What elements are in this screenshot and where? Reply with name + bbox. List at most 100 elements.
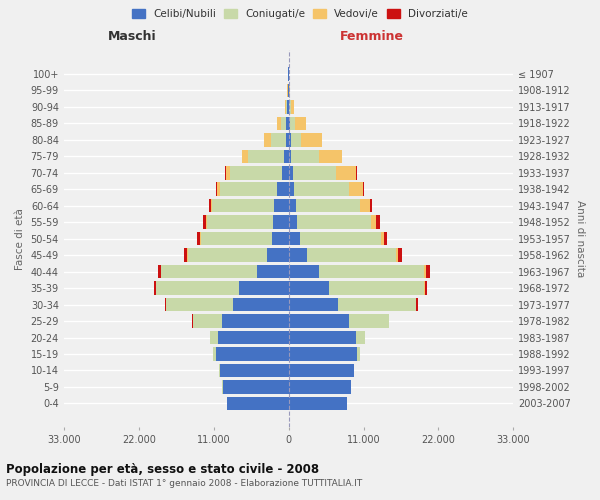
Bar xyxy=(273,216,289,229)
Bar xyxy=(271,133,286,146)
Bar xyxy=(210,331,218,344)
Bar xyxy=(277,116,281,130)
Bar xyxy=(376,216,380,229)
Text: Femmine: Femmine xyxy=(340,30,404,43)
Y-axis label: Anni di nascita: Anni di nascita xyxy=(575,200,585,278)
Bar xyxy=(274,199,289,212)
Bar xyxy=(349,314,389,328)
Bar xyxy=(158,265,161,278)
Bar xyxy=(338,298,416,312)
Bar xyxy=(296,199,360,212)
Bar xyxy=(257,265,289,278)
Bar xyxy=(242,150,248,163)
Bar xyxy=(289,182,295,196)
Bar xyxy=(371,216,376,229)
Bar xyxy=(349,182,363,196)
Bar xyxy=(289,396,347,410)
Bar xyxy=(289,380,351,394)
Bar xyxy=(200,232,201,245)
Bar xyxy=(289,364,354,378)
Bar xyxy=(289,232,300,245)
Bar xyxy=(416,298,418,312)
Bar xyxy=(289,314,349,328)
Bar xyxy=(156,282,239,295)
Bar xyxy=(197,232,200,245)
Bar xyxy=(215,348,289,361)
Bar xyxy=(360,199,370,212)
Legend: Celibi/Nubili, Coniugati/e, Vedovi/e, Divorziati/e: Celibi/Nubili, Coniugati/e, Vedovi/e, Di… xyxy=(128,5,472,24)
Bar xyxy=(212,199,274,212)
Bar xyxy=(286,100,287,114)
Bar xyxy=(289,166,293,179)
Bar xyxy=(358,348,361,361)
Bar xyxy=(289,265,319,278)
Bar xyxy=(289,100,290,114)
Text: Maschi: Maschi xyxy=(107,30,157,43)
Bar xyxy=(207,216,273,229)
Bar xyxy=(290,116,295,130)
Bar xyxy=(301,133,322,146)
Bar xyxy=(425,282,427,295)
Bar xyxy=(277,182,289,196)
Bar xyxy=(289,116,290,130)
Bar xyxy=(298,216,371,229)
Text: Popolazione per età, sesso e stato civile - 2008: Popolazione per età, sesso e stato civil… xyxy=(6,462,319,475)
Bar xyxy=(370,199,372,212)
Bar xyxy=(290,133,301,146)
Bar xyxy=(289,298,338,312)
Bar xyxy=(281,116,286,130)
Y-axis label: Fasce di età: Fasce di età xyxy=(15,208,25,270)
Bar xyxy=(289,133,290,146)
Bar xyxy=(188,248,268,262)
Bar xyxy=(222,314,289,328)
Bar xyxy=(268,248,289,262)
Bar xyxy=(289,331,356,344)
Bar xyxy=(264,133,271,146)
Bar xyxy=(216,182,217,196)
Bar xyxy=(356,331,365,344)
Bar xyxy=(380,232,384,245)
Bar xyxy=(319,265,424,278)
Bar xyxy=(166,298,233,312)
Bar xyxy=(356,166,357,179)
Bar xyxy=(290,100,294,114)
Bar xyxy=(225,166,226,179)
Bar xyxy=(300,232,380,245)
Bar xyxy=(286,133,289,146)
Bar xyxy=(154,282,155,295)
Bar xyxy=(424,282,425,295)
Bar xyxy=(319,150,342,163)
Bar xyxy=(337,166,356,179)
Bar xyxy=(395,248,398,262)
Bar xyxy=(287,100,289,114)
Bar xyxy=(272,232,289,245)
Bar xyxy=(206,216,207,229)
Bar xyxy=(295,182,349,196)
Bar xyxy=(203,216,206,229)
Bar xyxy=(217,182,220,196)
Bar xyxy=(286,116,289,130)
Bar xyxy=(425,265,430,278)
Bar xyxy=(227,396,289,410)
Bar xyxy=(363,182,364,196)
Bar xyxy=(165,298,166,312)
Bar xyxy=(201,232,272,245)
Bar xyxy=(213,348,215,361)
Bar xyxy=(424,265,425,278)
Bar xyxy=(282,166,289,179)
Bar xyxy=(226,166,230,179)
Bar xyxy=(293,166,337,179)
Bar xyxy=(292,150,319,163)
Bar xyxy=(289,84,290,97)
Bar xyxy=(284,150,289,163)
Bar xyxy=(289,150,292,163)
Bar xyxy=(230,166,282,179)
Bar xyxy=(329,282,424,295)
Bar xyxy=(398,248,401,262)
Bar xyxy=(161,265,257,278)
Bar xyxy=(184,248,187,262)
Text: PROVINCIA DI LECCE - Dati ISTAT 1° gennaio 2008 - Elaborazione TUTTITALIA.IT: PROVINCIA DI LECCE - Dati ISTAT 1° genna… xyxy=(6,479,362,488)
Bar xyxy=(289,199,296,212)
Bar xyxy=(209,199,211,212)
Bar xyxy=(220,364,289,378)
